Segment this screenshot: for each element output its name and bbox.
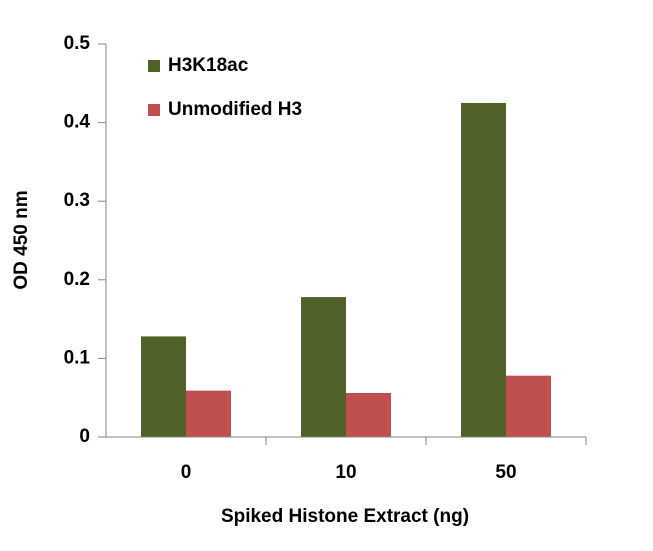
y-tick-label: 0 (79, 426, 90, 447)
legend-swatch (148, 104, 160, 116)
bar (506, 375, 551, 437)
x-tick-label: 10 (335, 462, 356, 483)
legend-label: Unmodified H3 (168, 99, 302, 120)
legend-label: H3K18ac (168, 55, 249, 76)
bar (346, 392, 391, 437)
legend-swatch (148, 60, 160, 72)
y-tick-label: 0.2 (64, 269, 90, 290)
bar (141, 336, 186, 437)
y-tick-label: 0.1 (64, 347, 91, 368)
y-tick-label: 0.3 (64, 190, 90, 211)
bar (301, 297, 346, 437)
bar (461, 102, 506, 437)
x-axis-label: Spiked Histone Extract (ng) (221, 506, 469, 527)
y-tick-label: 0.4 (64, 112, 91, 133)
x-tick-label: 50 (495, 462, 516, 483)
y-tick-label: 0.5 (64, 33, 91, 54)
x-tick-label: 0 (181, 462, 192, 483)
bar (186, 390, 231, 437)
y-axis-label: OD 450 nm (11, 190, 32, 289)
